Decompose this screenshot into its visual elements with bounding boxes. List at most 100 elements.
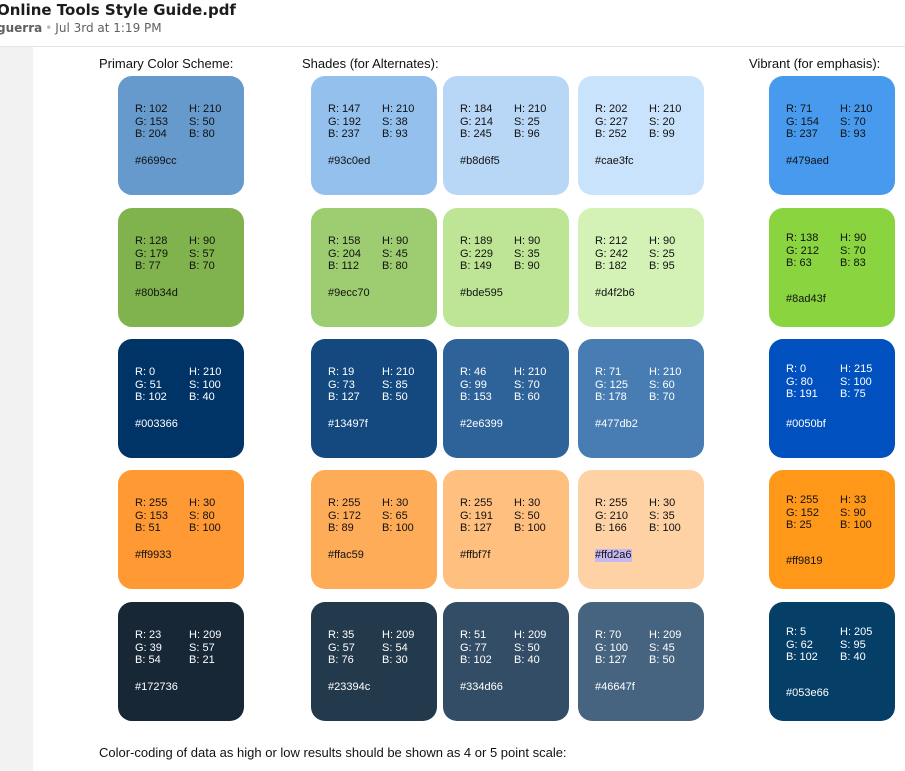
rgb-values: R: 46 G: 99 B: 153 xyxy=(460,366,492,403)
green-value: G: 153 xyxy=(135,509,169,522)
green-value: G: 153 xyxy=(135,115,169,128)
blue-value: B: 102 xyxy=(786,651,818,663)
green-value: G: 212 xyxy=(786,244,820,257)
hex-code: #172736 xyxy=(135,681,178,693)
brightness-value: B: 93 xyxy=(382,128,408,140)
saturation-value: S: 100 xyxy=(189,378,221,391)
brightness-value: B: 96 xyxy=(514,128,540,140)
red-value: R: 102 xyxy=(135,103,168,115)
heading-shades: Shades (for Alternates): xyxy=(302,56,439,71)
saturation-value: S: 95 xyxy=(840,638,866,651)
red-value: R: 158 xyxy=(328,235,361,247)
color-swatch-blue-shade-3: R: 202 G: 227 B: 252 H: 210 S: 20 B: 99 #cae3f… xyxy=(578,76,704,195)
brightness-value: B: 83 xyxy=(840,257,866,269)
hex-code: #6699cc xyxy=(135,155,177,167)
hue-value: H: 209 xyxy=(649,629,682,641)
blue-value: B: 112 xyxy=(328,260,359,272)
timestamp[interactable]: Jul 3rd at 1:19 PM xyxy=(55,21,162,35)
brightness-value: B: 100 xyxy=(382,522,414,534)
red-value: R: 138 xyxy=(786,232,819,244)
hue-value: H: 210 xyxy=(189,366,222,378)
rgb-values: R: 202 G: 227 B: 252 xyxy=(595,103,628,140)
saturation-value: S: 35 xyxy=(649,509,675,522)
green-value: G: 80 xyxy=(786,375,813,388)
red-value: R: 46 xyxy=(460,366,487,378)
color-swatch-blue-vibrant: R: 71 G: 154 B: 237 H: 210 S: 70 B: 93 #479aed xyxy=(769,76,895,195)
rgb-values: R: 71 G: 125 B: 178 xyxy=(595,366,628,403)
saturation-value: S: 50 xyxy=(514,509,540,522)
color-swatch-navy-primary: R: 0 G: 51 B: 102 H: 210 S: 100 B: 40 #003366 xyxy=(118,339,244,458)
hex-code: #d4f2b6 xyxy=(595,287,635,299)
green-value: G: 39 xyxy=(135,641,162,654)
rgb-values: R: 255 G: 210 B: 166 xyxy=(595,497,628,534)
heading-primary: Primary Color Scheme: xyxy=(99,56,234,71)
green-value: G: 204 xyxy=(328,247,362,260)
hue-value: H: 30 xyxy=(514,497,541,509)
color-swatch-navy-vibrant: R: 0 G: 80 B: 191 H: 215 S: 100 B: 75 #0050bf xyxy=(769,339,895,458)
brightness-value: B: 50 xyxy=(382,391,408,403)
color-swatch-dark-vibrant: R: 5 G: 62 B: 102 H: 205 S: 95 B: 40 #053e66 xyxy=(769,602,895,721)
hex-code: #13497f xyxy=(328,418,368,430)
hsb-values: H: 30 S: 65 B: 100 xyxy=(382,497,414,534)
blue-value: B: 245 xyxy=(460,128,492,140)
red-value: R: 71 xyxy=(595,366,622,378)
rgb-values: R: 255 G: 152 B: 25 xyxy=(786,494,819,531)
hue-value: H: 205 xyxy=(840,626,873,638)
hsb-values: H: 215 S: 100 B: 75 xyxy=(840,363,872,400)
hue-value: H: 210 xyxy=(382,366,415,378)
author-name[interactable]: guerra xyxy=(0,21,43,35)
color-swatch-blue-shade-1: R: 147 G: 192 B: 237 H: 210 S: 38 B: 93 #93c0e… xyxy=(311,76,437,195)
hue-value: H: 210 xyxy=(649,103,682,115)
red-value: R: 19 xyxy=(328,366,355,378)
color-swatch-navy-shade-1: R: 19 G: 73 B: 127 H: 210 S: 85 B: 50 #13497f xyxy=(311,339,437,458)
hex-code: #ffbf7f xyxy=(460,549,491,561)
hsb-values: H: 30 S: 50 B: 100 xyxy=(514,497,546,534)
brightness-value: B: 70 xyxy=(649,391,675,403)
rgb-values: R: 0 G: 80 B: 191 xyxy=(786,363,818,400)
blue-value: B: 102 xyxy=(135,391,167,403)
saturation-value: S: 70 xyxy=(840,244,866,257)
saturation-value: S: 45 xyxy=(382,247,408,260)
hex-code: #053e66 xyxy=(786,687,829,699)
red-value: R: 212 xyxy=(595,235,628,247)
hsb-values: H: 209 S: 57 B: 21 xyxy=(189,629,221,666)
brightness-value: B: 99 xyxy=(649,128,675,140)
hsb-values: H: 33 S: 90 B: 100 xyxy=(840,494,872,531)
green-value: G: 57 xyxy=(328,641,355,654)
blue-value: B: 178 xyxy=(595,391,627,403)
hue-value: H: 210 xyxy=(649,366,682,378)
rgb-values: R: 102 G: 153 B: 204 xyxy=(135,103,168,140)
rgb-values: R: 35 G: 57 B: 76 xyxy=(328,629,355,666)
blue-value: B: 237 xyxy=(328,128,360,140)
blue-value: B: 191 xyxy=(786,388,818,400)
blue-value: B: 63 xyxy=(786,257,812,269)
rgb-values: R: 184 G: 214 B: 245 xyxy=(460,103,493,140)
green-value: G: 179 xyxy=(135,247,169,260)
hue-value: H: 210 xyxy=(840,103,873,115)
hsb-values: H: 90 S: 70 B: 83 xyxy=(840,232,866,269)
blue-value: B: 252 xyxy=(595,128,627,140)
hue-value: H: 30 xyxy=(382,497,409,509)
hsb-values: H: 30 S: 80 B: 100 xyxy=(189,497,221,534)
blue-value: B: 77 xyxy=(135,260,161,272)
hue-value: H: 210 xyxy=(189,103,222,115)
saturation-value: S: 50 xyxy=(514,641,540,654)
hex-code: #80b34d xyxy=(135,287,178,299)
green-value: G: 73 xyxy=(328,378,355,391)
file-title[interactable]: Online Tools Style Guide.pdf xyxy=(0,1,236,19)
red-value: R: 5 xyxy=(786,626,807,638)
hsb-values: H: 210 S: 70 B: 60 xyxy=(514,366,546,403)
saturation-value: S: 70 xyxy=(840,115,866,128)
rgb-values: R: 19 G: 73 B: 127 xyxy=(328,366,360,403)
hex-code: #2e6399 xyxy=(460,418,503,430)
hex-code: #ffac59 xyxy=(328,549,364,561)
heading-vibrant: Vibrant (for emphasis): xyxy=(749,56,881,71)
hex-code: #93c0ed xyxy=(328,155,371,167)
color-swatch-blue-shade-2: R: 184 G: 214 B: 245 H: 210 S: 25 B: 96 #b8d6f… xyxy=(443,76,569,195)
rgb-values: R: 255 G: 153 B: 51 xyxy=(135,497,168,534)
blue-value: B: 182 xyxy=(595,260,627,272)
saturation-value: S: 57 xyxy=(189,247,215,260)
rgb-values: R: 189 G: 229 B: 149 xyxy=(460,235,493,272)
brightness-value: B: 40 xyxy=(189,391,215,403)
red-value: R: 147 xyxy=(328,103,361,115)
